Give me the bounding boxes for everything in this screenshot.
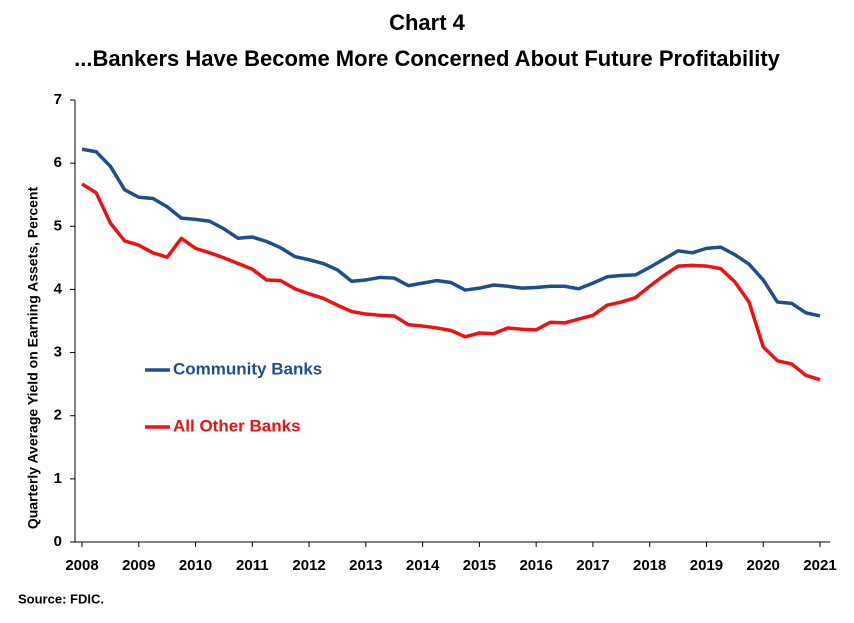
chart-title: Chart 4 [389,10,466,35]
x-tick-label: 2015 [463,557,496,574]
x-tick-label: 2021 [803,557,836,574]
y-tick-label: 2 [54,407,62,424]
x-tick-label: 2017 [576,557,609,574]
chart-subtitle: ...Bankers Have Become More Concerned Ab… [74,46,781,71]
legend-label: All Other Banks [173,416,301,435]
x-tick-label: 2014 [406,557,440,574]
x-tick-label: 2018 [633,557,666,574]
x-tick-label: 2011 [236,557,269,574]
x-tick-label: 2012 [292,557,325,574]
x-tick-label: 2020 [747,557,780,574]
y-tick-label: 0 [54,533,62,550]
y-tick-label: 5 [54,217,62,234]
x-tick-label: 2013 [349,557,382,574]
y-tick-label: 7 [54,91,62,108]
source: Source: FDIC. [18,591,104,606]
legend-label: Community Banks [173,359,322,378]
y-tick-label: 4 [54,280,63,297]
y-tick-label: 1 [54,470,62,487]
y-axis-label: Quarterly Average Yield on Earning Asset… [25,186,41,529]
x-tick-label: 2016 [519,557,552,574]
x-tick-label: 2019 [690,557,723,574]
x-tick-label: 2008 [65,557,98,574]
y-tick-label: 3 [54,344,62,361]
x-tick-label: 2009 [122,557,155,574]
series-line [81,182,821,382]
y-tick-label: 6 [54,154,62,171]
x-tick-label: 2010 [179,557,212,574]
series-line [81,147,821,318]
